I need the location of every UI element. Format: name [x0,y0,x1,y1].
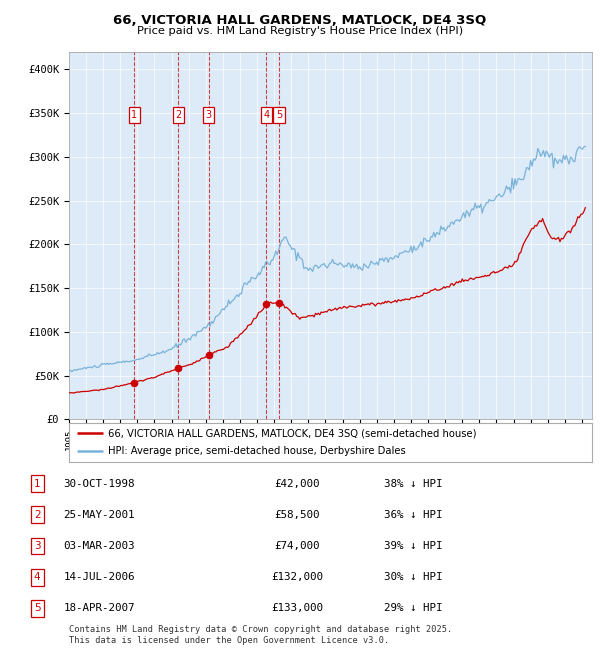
Text: 39% ↓ HPI: 39% ↓ HPI [384,541,443,551]
Text: 2: 2 [175,110,182,120]
Text: 25-MAY-2001: 25-MAY-2001 [63,510,135,520]
Text: 30-OCT-1998: 30-OCT-1998 [63,478,135,489]
Text: 4: 4 [263,110,269,120]
Text: Price paid vs. HM Land Registry's House Price Index (HPI): Price paid vs. HM Land Registry's House … [137,26,463,36]
Text: £42,000: £42,000 [274,478,320,489]
Text: 5: 5 [34,603,41,614]
Text: 1: 1 [131,110,137,120]
Text: £133,000: £133,000 [271,603,323,614]
Text: HPI: Average price, semi-detached house, Derbyshire Dales: HPI: Average price, semi-detached house,… [108,446,406,456]
Text: 3: 3 [34,541,41,551]
Text: 4: 4 [34,572,41,582]
Text: 36% ↓ HPI: 36% ↓ HPI [384,510,443,520]
Text: 03-MAR-2003: 03-MAR-2003 [63,541,135,551]
Text: 2: 2 [34,510,41,520]
Text: 30% ↓ HPI: 30% ↓ HPI [384,572,443,582]
Text: 66, VICTORIA HALL GARDENS, MATLOCK, DE4 3SQ: 66, VICTORIA HALL GARDENS, MATLOCK, DE4 … [113,14,487,27]
Text: 18-APR-2007: 18-APR-2007 [63,603,135,614]
Text: 29% ↓ HPI: 29% ↓ HPI [384,603,443,614]
Text: £132,000: £132,000 [271,572,323,582]
Text: Contains HM Land Registry data © Crown copyright and database right 2025.
This d: Contains HM Land Registry data © Crown c… [69,625,452,645]
Text: £74,000: £74,000 [274,541,320,551]
Text: 5: 5 [276,110,282,120]
Text: 38% ↓ HPI: 38% ↓ HPI [384,478,443,489]
Text: 66, VICTORIA HALL GARDENS, MATLOCK, DE4 3SQ (semi-detached house): 66, VICTORIA HALL GARDENS, MATLOCK, DE4 … [108,428,477,438]
Text: 1: 1 [34,478,41,489]
Text: £58,500: £58,500 [274,510,320,520]
Text: 3: 3 [206,110,212,120]
Text: 14-JUL-2006: 14-JUL-2006 [63,572,135,582]
